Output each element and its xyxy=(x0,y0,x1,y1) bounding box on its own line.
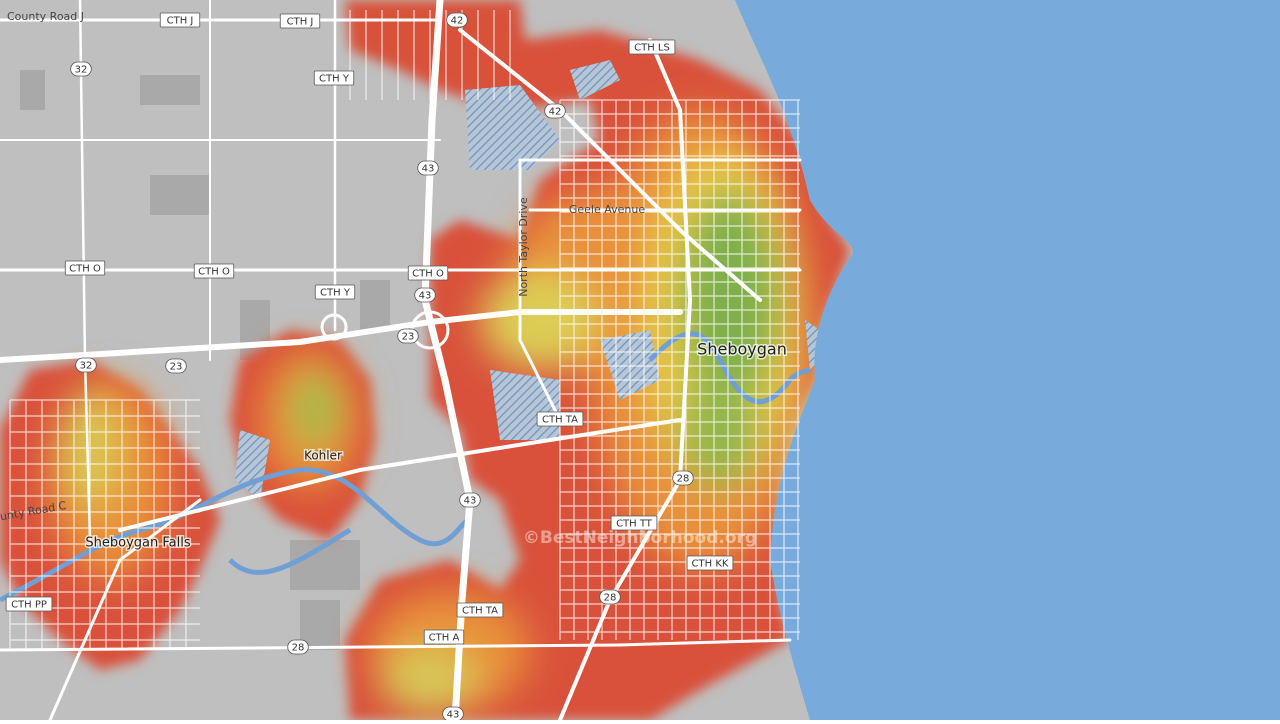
shield-label: CTH KK xyxy=(692,559,729,570)
shield-label: 23 xyxy=(402,332,415,343)
road-shield: CTH TA xyxy=(536,411,584,427)
road-shield: CTH O xyxy=(407,265,449,281)
place-name: Kohler xyxy=(304,449,342,463)
shield-box xyxy=(423,629,465,645)
road-shield: 43 xyxy=(414,287,436,303)
street-name: North Taylor Drive xyxy=(517,197,530,297)
shield-label: 42 xyxy=(549,107,562,118)
shield-box xyxy=(544,103,566,119)
shield-label: 43 xyxy=(464,496,477,507)
shield-box xyxy=(407,265,449,281)
shield-label: CTH Y xyxy=(319,74,350,85)
road-shield: 32 xyxy=(75,357,97,373)
watermark: ©BestNeighborhood.org xyxy=(523,528,757,548)
shield-label: 28 xyxy=(604,593,617,604)
street-name: Geele Avenue xyxy=(569,203,645,216)
shield-box xyxy=(414,287,436,303)
road-shield: CTH LS xyxy=(628,39,676,55)
road-shield: CTH TT xyxy=(610,515,658,531)
road-shield: CTH J xyxy=(159,12,201,28)
shield-box xyxy=(70,61,92,77)
shield-label: 43 xyxy=(447,710,460,721)
road-shield: CTH J xyxy=(279,13,321,29)
shield-box xyxy=(397,328,419,344)
shield-box xyxy=(686,555,734,571)
road-shield: 28 xyxy=(672,470,694,486)
shield-box xyxy=(287,639,309,655)
shield-box xyxy=(536,411,584,427)
road-shield: CTH A xyxy=(423,629,465,645)
road-shield: 43 xyxy=(417,160,439,176)
shield-box xyxy=(193,263,235,279)
shield-box xyxy=(599,589,621,605)
place-name: Sheboygan xyxy=(697,340,787,359)
shield-label: CTH PP xyxy=(11,600,47,611)
street-name: County Road J xyxy=(7,10,84,23)
lake-michigan xyxy=(735,0,1280,720)
shield-box xyxy=(459,492,481,508)
shield-box xyxy=(672,470,694,486)
road-shield: 43 xyxy=(442,706,464,722)
road-shield: CTH Y xyxy=(313,70,355,86)
shield-box xyxy=(417,160,439,176)
heat-layer xyxy=(0,0,850,720)
shield-label: CTH TT xyxy=(616,519,653,530)
shield-box xyxy=(279,13,321,29)
shield-label: CTH O xyxy=(198,267,230,278)
shield-label: CTH O xyxy=(69,264,101,275)
road-shield: 32 xyxy=(70,61,92,77)
shield-label: CTH O xyxy=(412,269,444,280)
road-shield: CTH O xyxy=(64,260,106,276)
shield-box xyxy=(5,596,53,612)
shield-box xyxy=(75,357,97,373)
road-shield: CTH O xyxy=(193,263,235,279)
shield-label: 32 xyxy=(80,361,93,372)
shield-label: CTH Y xyxy=(320,288,351,299)
labels: CTH J CTH J 42 42 CTH LS 32 CTH Y 43 CTH Y CTH O C… xyxy=(0,10,788,722)
road-shield: CTH Y xyxy=(314,284,356,300)
shield-box xyxy=(610,515,658,531)
shield-label: 28 xyxy=(677,474,690,485)
urban-gray xyxy=(20,70,390,650)
shield-label: 32 xyxy=(75,65,88,76)
shield-label: 43 xyxy=(422,164,435,175)
shield-box xyxy=(313,70,355,86)
city-streets xyxy=(9,10,800,650)
shield-box xyxy=(628,39,676,55)
shield-label: 23 xyxy=(170,362,183,373)
road-shield: 23 xyxy=(165,358,187,374)
road-shield: 23 xyxy=(397,328,419,344)
road-shield: CTH KK xyxy=(686,555,734,571)
road-shield: CTH TA xyxy=(456,602,504,618)
shield-box xyxy=(159,12,201,28)
shield-label: CTH TA xyxy=(462,606,498,617)
shield-label: CTH J xyxy=(167,16,194,27)
shield-label: 42 xyxy=(451,16,464,27)
road-shield: 42 xyxy=(544,103,566,119)
shield-label: CTH TA xyxy=(542,415,578,426)
roads xyxy=(0,0,802,652)
shield-label: 43 xyxy=(419,291,432,302)
heat-gradient xyxy=(50,110,810,715)
road-shield: 43 xyxy=(459,492,481,508)
road-shield: 42 xyxy=(446,12,468,28)
shield-box xyxy=(165,358,187,374)
road-shield: 28 xyxy=(599,589,621,605)
road-shield: CTH PP xyxy=(5,596,53,612)
shield-box xyxy=(446,12,468,28)
shield-box xyxy=(456,602,504,618)
shield-label: CTH A xyxy=(429,633,460,644)
road-shield: 28 xyxy=(287,639,309,655)
shield-box xyxy=(314,284,356,300)
shield-label: CTH J xyxy=(287,17,314,28)
shield-box xyxy=(64,260,106,276)
shield-label: CTH LS xyxy=(634,43,670,54)
shield-label: 28 xyxy=(292,643,305,654)
place-name: Sheboygan Falls xyxy=(85,536,190,551)
